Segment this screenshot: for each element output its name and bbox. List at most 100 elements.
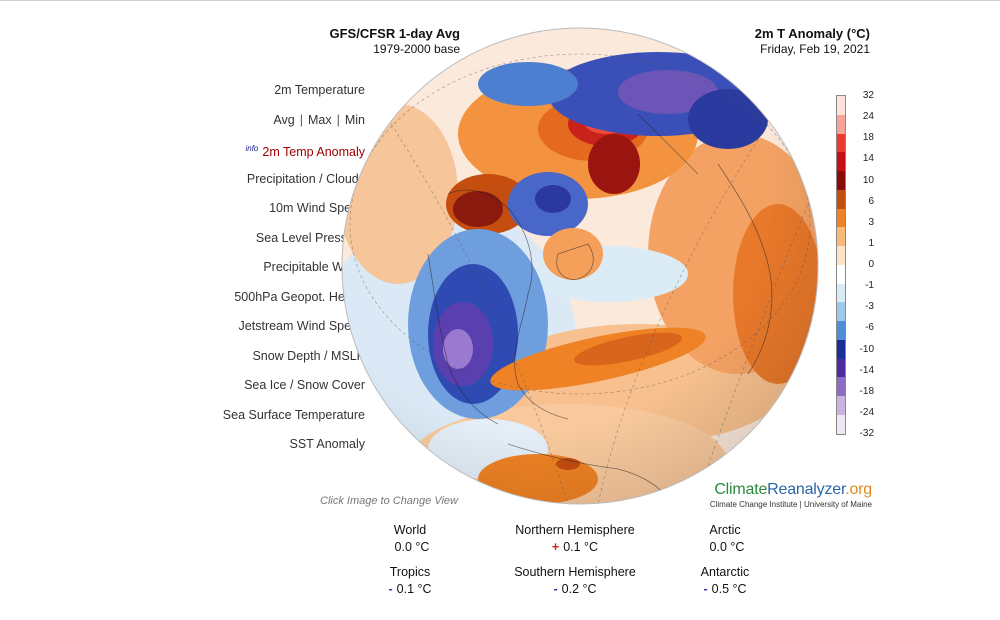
menu-2m-temp-anomaly[interactable]: info 2m Temp Anomaly [245, 139, 365, 159]
legend-tick-label: 10 [862, 174, 874, 186]
click-image-note: Click Image to Change View [320, 495, 458, 507]
stat-arctic: Arctic 0.0 °C [650, 523, 800, 554]
legend-tick-label: 1 [868, 237, 874, 249]
stat-value-text: 0.0 °C [394, 540, 430, 554]
legend-tick-label: 0 [868, 259, 874, 270]
variable-header: 2m T Anomaly (°C) Friday, Feb 19, 2021 [700, 26, 870, 56]
legend-swatch [837, 96, 845, 115]
dataset-baseline: 1979-2000 base [373, 42, 460, 56]
legend-tick-label: -1 [865, 280, 874, 292]
globe-svg[interactable] [338, 24, 822, 508]
menu-sst-anomaly[interactable]: SST Anomaly [289, 437, 365, 451]
info-link[interactable]: info [245, 144, 259, 153]
legend-swatch [837, 339, 845, 359]
menu-10m-wind-speed[interactable]: 10m Wind Speed [269, 201, 365, 215]
map-date: Friday, Feb 19, 2021 [760, 42, 870, 56]
legend-tick-label: 6 [868, 195, 874, 207]
stat-world: World 0.0 °C [335, 523, 485, 554]
stat-value: 0.0 °C [650, 540, 800, 554]
top-divider [0, 0, 1000, 1]
regional-stats: World 0.0 °C Northern Hemisphere +0.1 °C… [360, 523, 820, 603]
stat-northern-hemisphere: Northern Hemisphere +0.1 °C [500, 523, 650, 554]
stat-sign: - [703, 582, 708, 596]
stat-value: -0.1 °C [335, 582, 485, 596]
brand-name: ClimateReanalyzer.org [700, 481, 872, 499]
legend-tick-label: -6 [865, 322, 874, 334]
legend-swatch [837, 358, 845, 378]
menu-avg-max-min: Avg | Max | Min [273, 110, 365, 130]
stat-value: -0.5 °C [650, 582, 800, 596]
stat-antarctic: Antarctic -0.5 °C [650, 565, 800, 596]
legend-colorbar [836, 95, 846, 435]
menu-avg[interactable]: Avg [273, 113, 295, 127]
legend-swatch [837, 321, 845, 340]
color-legend: 32 24 18 14 10 6 3 1 0 -1 -3 -6 -10 -14 -18 -24 -32 [836, 90, 876, 439]
legend-swatch [837, 171, 845, 190]
stat-value-text: 0.1 °C [563, 540, 599, 554]
legend-swatch [837, 377, 845, 397]
stat-label: Northern Hemisphere [515, 523, 635, 537]
stat-tropics: Tropics -0.1 °C [335, 565, 485, 596]
stat-label: Southern Hemisphere [514, 565, 636, 579]
legend-swatch [837, 302, 845, 322]
stat-value: 0.0 °C [335, 540, 485, 554]
anomaly-globe-map[interactable] [338, 24, 822, 508]
brand-subtitle: Climate Change Institute | University of… [709, 500, 872, 509]
menu-precipitable-water[interactable]: Precipitable Water [263, 260, 365, 274]
brand-name-climate: Climate [714, 481, 768, 498]
legend-tick-label: 3 [868, 216, 874, 228]
dataset-header: GFS/CFSR 1-day Avg 1979-2000 base [0, 26, 460, 56]
legend-tick-label: -32 [859, 428, 874, 439]
legend-swatch [837, 133, 845, 153]
menu-jetstream-wind-speed[interactable]: Jetstream Wind Speed [238, 319, 365, 333]
legend-swatch [837, 208, 845, 228]
stat-value-text: 0.2 °C [561, 582, 597, 596]
legend-swatch [837, 227, 845, 247]
legend-tick-label: -10 [859, 343, 874, 355]
stat-value-text: 0.1 °C [396, 582, 432, 596]
variable-title: 2m T Anomaly (°C) [754, 26, 870, 41]
menu-2m-temperature[interactable]: 2m Temperature [274, 83, 365, 97]
stat-label: Tropics [389, 565, 431, 579]
legend-tick-label: -24 [859, 406, 874, 418]
legend-swatch [837, 396, 845, 416]
legend-tick-label: 14 [862, 153, 874, 165]
menu-sea-surface-temperature[interactable]: Sea Surface Temperature [222, 408, 365, 422]
stat-value: -0.2 °C [500, 582, 650, 596]
stat-label: Arctic [709, 523, 741, 537]
brand-name-org: .org [845, 481, 872, 498]
stat-value-text: 0.5 °C [711, 582, 747, 596]
stat-southern-hemisphere: Southern Hemisphere -0.2 °C [500, 565, 650, 596]
climate-reanalyzer-logo[interactable]: ClimateReanalyzer.org Climate Change Ins… [700, 481, 872, 509]
legend-tick-label: 32 [862, 90, 874, 101]
stat-sign: + [551, 540, 560, 554]
menu-sea-ice-snow-cover[interactable]: Sea Ice / Snow Cover [244, 378, 365, 392]
menu-sea-level-pressure[interactable]: Sea Level Pressure [255, 231, 365, 245]
legend-swatch [837, 283, 845, 303]
legend-swatch [837, 189, 845, 209]
menu-2m-temp-anomaly-label: 2m Temp Anomaly [262, 145, 365, 160]
legend-swatch [837, 152, 845, 172]
legend-tick-label: -14 [859, 364, 874, 376]
legend-tick-label: -3 [865, 301, 874, 313]
menu-precipitation-clouds[interactable]: Precipitation / Clouds [246, 172, 365, 186]
stat-sign: - [388, 582, 393, 596]
menu-max[interactable]: Max [307, 113, 332, 127]
dataset-title: GFS/CFSR 1-day Avg [329, 26, 460, 41]
legend-swatch [837, 264, 845, 284]
menu-separator: | [336, 113, 340, 127]
legend-swatch [837, 114, 845, 134]
menu-separator: | [299, 113, 303, 127]
legend-tick-label: -18 [859, 385, 874, 397]
legend-tick-label: 18 [862, 132, 874, 144]
legend-tick-label: 24 [862, 111, 874, 123]
stat-value: +0.1 °C [500, 540, 650, 554]
stat-label: Antarctic [700, 565, 750, 579]
legend-swatch [837, 246, 845, 265]
menu-snow-depth-mslp[interactable]: Snow Depth / MSLP [252, 349, 365, 363]
menu-min[interactable]: Min [344, 113, 365, 127]
stat-label: World [393, 523, 427, 537]
menu-500hpa-geopot-height[interactable]: 500hPa Geopot. Height [234, 290, 365, 304]
stat-value-text: 0.0 °C [709, 540, 745, 554]
stat-sign: - [553, 582, 558, 596]
